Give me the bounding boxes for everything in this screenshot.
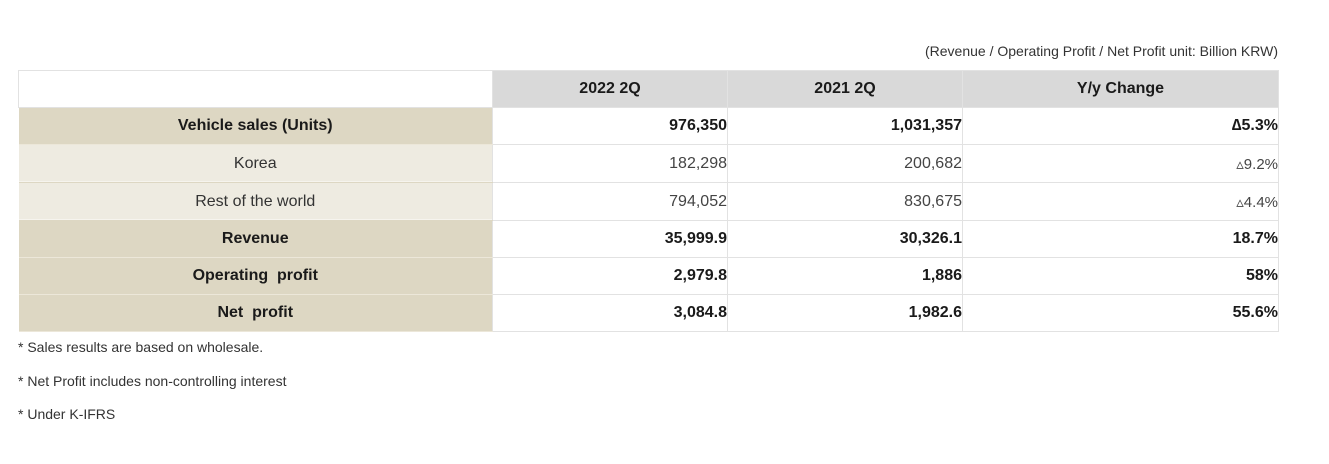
footnotes: * Sales results are based on wholesale. … xyxy=(18,339,286,440)
table-row: Vehicle sales (Units) 976,350 1,031,357 … xyxy=(18,107,1279,145)
cell-change: ▵4.4% xyxy=(962,182,1279,221)
table-row: Net profit 3,084.8 1,982.6 55.6% xyxy=(18,294,1279,332)
cell-value: 976,350 xyxy=(492,107,728,145)
row-label-indent: Korea xyxy=(18,144,493,183)
unit-note: (Revenue / Operating Profit / Net Profit… xyxy=(925,43,1278,59)
header-blank-cell xyxy=(18,70,493,108)
row-label-korea: Korea xyxy=(18,145,492,182)
table-row: Revenue 35,999.9 30,326.1 18.7% xyxy=(18,220,1279,258)
table-row: Rest of the world 794,052 830,675 ▵4.4% xyxy=(18,182,1279,221)
cell-value: 830,675 xyxy=(727,182,963,221)
cell-value: 2,979.8 xyxy=(492,257,728,295)
footnote-wholesale: * Sales results are based on wholesale. xyxy=(18,339,264,355)
cell-change: 55.6% xyxy=(962,294,1279,332)
footnote-k-ifrs: * Under K-IFRS xyxy=(18,406,116,422)
cell-value: 3,084.8 xyxy=(492,294,728,332)
header-yy-change: Y/y Change xyxy=(962,70,1279,108)
cell-change: ▵9.2% xyxy=(962,144,1279,183)
row-label-rest-of-world: Rest of the world xyxy=(18,183,492,220)
header-2022-2q: 2022 2Q xyxy=(492,70,728,108)
row-label-vehicle-sales: Vehicle sales (Units) xyxy=(18,107,493,145)
footnote-net-profit: * Net Profit includes non-controlling in… xyxy=(18,372,287,389)
cell-value: 182,298 xyxy=(492,144,728,183)
cell-value: 1,982.6 xyxy=(727,294,963,332)
cell-change: 18.7% xyxy=(962,220,1279,258)
cell-value: 794,052 xyxy=(492,182,728,221)
cell-value: 35,999.9 xyxy=(492,220,728,258)
cell-value: 1,886 xyxy=(727,257,963,295)
row-label-revenue: Revenue xyxy=(18,220,493,258)
cell-value: 30,326.1 xyxy=(727,220,963,258)
cell-change: ∆5.3% xyxy=(962,107,1279,145)
row-label-net-profit: Net profit xyxy=(18,294,493,332)
table-row: Korea 182,298 200,682 ▵9.2% xyxy=(18,144,1279,183)
table-header-row: 2022 2Q 2021 2Q Y/y Change xyxy=(18,70,1279,108)
header-2021-2q: 2021 2Q xyxy=(727,70,963,108)
results-table: 2022 2Q 2021 2Q Y/y Change Vehicle sales… xyxy=(18,70,1279,332)
table-row: Operating profit 2,979.8 1,886 58% xyxy=(18,257,1279,295)
row-label-indent: Rest of the world xyxy=(18,182,493,221)
row-label-operating-profit: Operating profit xyxy=(18,257,493,295)
cell-value: 1,031,357 xyxy=(727,107,963,145)
cell-value: 200,682 xyxy=(727,144,963,183)
cell-change: 58% xyxy=(962,257,1279,295)
